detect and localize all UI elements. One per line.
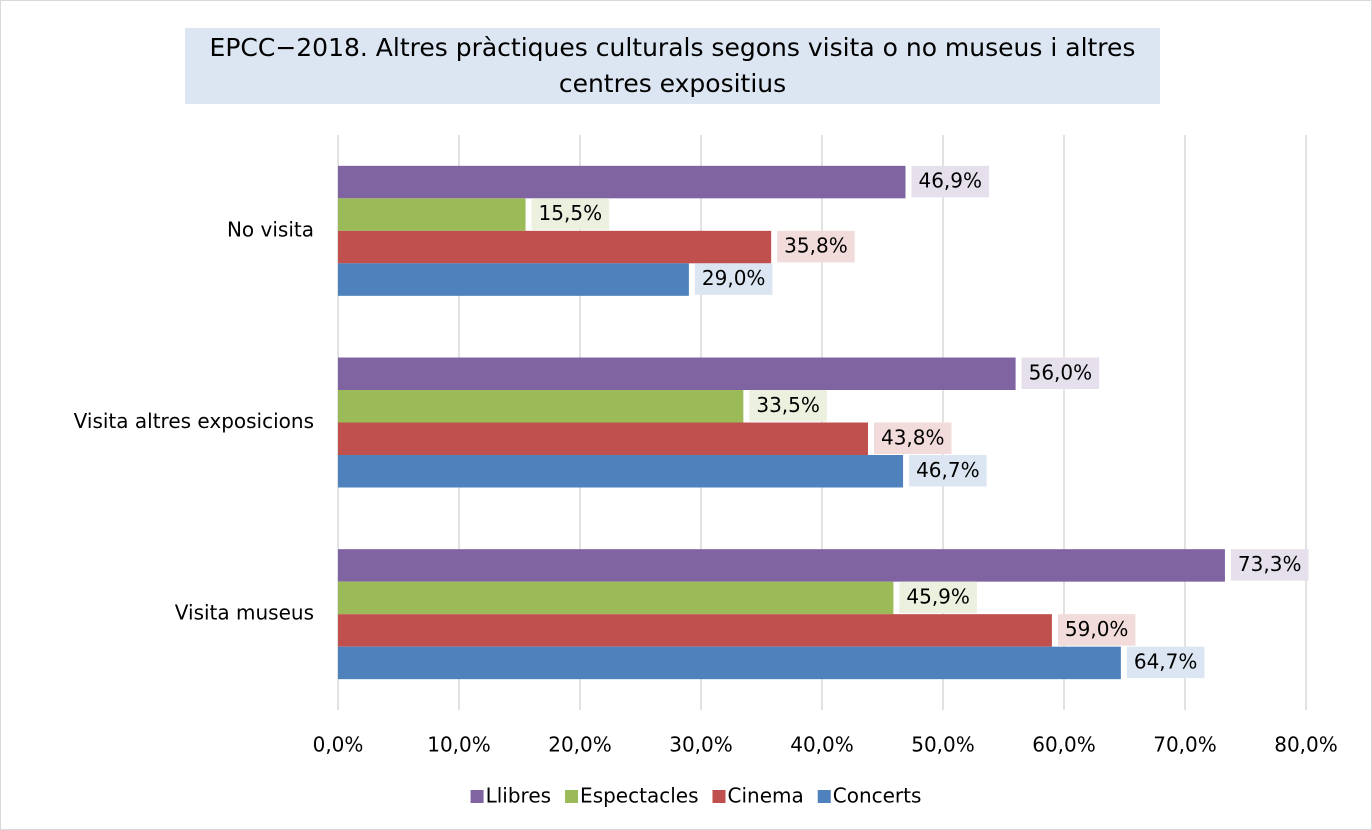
chart-title: EPCC−2018. Altres pràctiques culturals s…	[185, 28, 1160, 104]
category-label: No visita	[227, 217, 314, 241]
data-label-bg	[911, 165, 990, 198]
data-label: 45,9%	[906, 584, 970, 608]
data-label: 56,0%	[1029, 360, 1093, 384]
data-label: 73,3%	[1238, 552, 1302, 576]
x-tick-label: 10,0%	[427, 733, 491, 757]
data-label-bg	[1230, 549, 1309, 581]
data-label: 29,0%	[702, 266, 766, 290]
data-label: 59,0%	[1065, 617, 1129, 641]
x-tick-label: 50,0%	[911, 733, 975, 757]
bar	[338, 230, 772, 264]
legend-swatch	[712, 790, 726, 803]
x-tick-label: 0,0%	[313, 733, 364, 757]
x-tick-label: 80,0%	[1274, 733, 1338, 757]
legend: Llibres Espectacles Cinema Concerts	[470, 784, 922, 808]
data-label: 46,7%	[916, 458, 980, 482]
bar	[338, 390, 744, 423]
legend-swatch	[565, 790, 579, 803]
data-label-bg	[909, 455, 987, 487]
bar	[338, 165, 906, 199]
bar	[338, 198, 526, 231]
legend-label: Llibres	[486, 784, 551, 808]
x-tick-label: 30,0%	[669, 733, 733, 757]
bar	[338, 455, 904, 488]
bar	[338, 263, 689, 296]
bar	[338, 357, 1016, 390]
data-label-bg	[777, 230, 855, 263]
data-label-bg	[1126, 646, 1205, 679]
data-label-bg	[899, 581, 977, 614]
x-tick-label: 20,0%	[548, 733, 612, 757]
legend-swatch	[470, 790, 484, 803]
x-tick-label: 40,0%	[790, 733, 854, 757]
data-label-bg	[1021, 357, 1100, 389]
category-label: Visita museus	[175, 601, 314, 625]
bar	[338, 549, 1225, 582]
data-label-bg	[531, 198, 610, 230]
legend-label: Concerts	[833, 784, 922, 808]
data-label-bg	[694, 263, 773, 295]
data-label: 46,9%	[918, 169, 982, 193]
bar	[338, 646, 1121, 680]
data-label: 64,7%	[1134, 649, 1198, 673]
legend-swatch	[817, 790, 831, 803]
data-label-bg	[749, 390, 827, 422]
category-label: Visita altres exposicions	[74, 409, 314, 433]
data-label: 33,5%	[756, 393, 820, 417]
data-label: 43,8%	[881, 425, 945, 449]
data-label: 35,8%	[784, 234, 848, 258]
bar	[338, 422, 868, 455]
legend-label: Cinema	[727, 784, 803, 808]
x-tick-label: 70,0%	[1153, 733, 1217, 757]
bar	[338, 614, 1052, 647]
x-tick-label: 60,0%	[1032, 733, 1096, 757]
data-label-bg	[873, 422, 952, 454]
data-label: 15,5%	[539, 201, 603, 225]
legend-label: Espectacles	[580, 784, 698, 808]
data-label-bg	[1057, 614, 1136, 646]
bar	[338, 581, 894, 615]
